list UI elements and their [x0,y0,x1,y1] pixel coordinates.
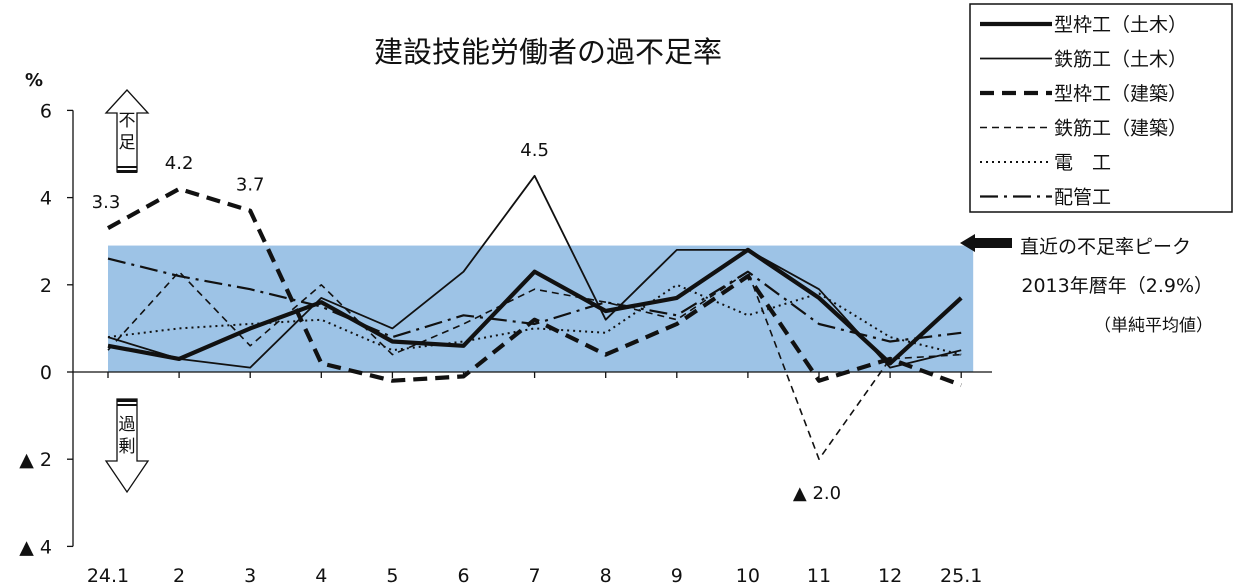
legend-label: 型枠工（土木） [1054,14,1187,36]
x-tick-label: 7 [529,565,541,587]
arrow-label-char: 不 [119,111,136,131]
chart-title: 建設技能労働者の過不足率 [374,35,722,69]
legend-label: 鉄筋工（建築） [1054,118,1187,140]
data-label: 4.5 [520,140,549,161]
series-line-1 [107,247,963,366]
legend-box [969,3,1233,213]
series-line-6 [107,257,962,343]
data-label: 3.7 [236,175,265,196]
legend-label: 電 工 [1054,152,1111,174]
x-tick-label: 24.1 [87,565,129,587]
surplus-label: 過剰 [119,415,136,457]
left-arrow-icon [960,234,1012,252]
y-tick-label: ▲ 2 [19,449,52,471]
series-line-5 [107,283,962,356]
plot-band-layer [108,245,974,372]
peak-band [108,245,974,372]
y-axis-unit: % [25,70,43,91]
legend-label: 鉄筋工（土木） [1054,49,1187,71]
y-tick-label: 0 [40,362,52,384]
shortage-arrow: 不足 [104,89,150,173]
y-tick-label: 2 [40,275,52,297]
data-label: 4.2 [165,153,194,174]
arrow-label-char: 過 [119,415,136,435]
shortage-label: 不足 [119,111,136,153]
x-tick-label: 8 [600,565,612,587]
x-tick-label: 5 [386,565,398,587]
legend-label: 配管工 [1054,187,1111,209]
x-tick-label: 25.1 [940,565,982,587]
y-tick-label: 6 [40,100,52,122]
peak-label: 直近の不足率ピーク [1020,236,1191,258]
x-tick-label: 6 [457,565,469,587]
series-line-2 [107,174,962,369]
x-tick-label: 4 [315,565,327,587]
peak-annotation: 直近の不足率ピーク 2013年暦年（2.9%） （単純平均値） [960,234,1213,336]
x-tick-label: 12 [878,565,902,587]
x-tick-label: 10 [736,565,760,587]
y-tick-label: ▲ 4 [19,536,52,558]
x-tick-label: 11 [807,565,831,587]
peak-sublabel: 2013年暦年（2.9%） [1021,275,1213,297]
y-tick-label: 4 [40,188,52,210]
arrow-label-char: 足 [119,133,136,153]
surplus-arrow: 過剰 [104,398,150,494]
series-line-3 [106,186,962,388]
legend-label: 型枠工（建築） [1054,83,1187,105]
data-label: 3.3 [92,192,121,213]
series-layer [106,174,963,461]
series-line-4 [107,270,962,461]
data-label: ▲ 2.0 [793,483,841,504]
x-tick-label: 3 [244,565,256,587]
x-tick-label: 9 [671,565,683,587]
axes: 6 4 2 0 ▲ 2 ▲ 4 24.1 2 3 4 5 6 7 8 9 10 11 12 25.1 [19,100,992,587]
x-tick-label: 2 [173,565,185,587]
arrow-label-char: 剰 [119,437,136,457]
data-labels: 3.3 4.2 3.7 4.5 ▲ 2.0 [92,140,841,504]
peak-note: （単純平均値） [1094,316,1213,336]
